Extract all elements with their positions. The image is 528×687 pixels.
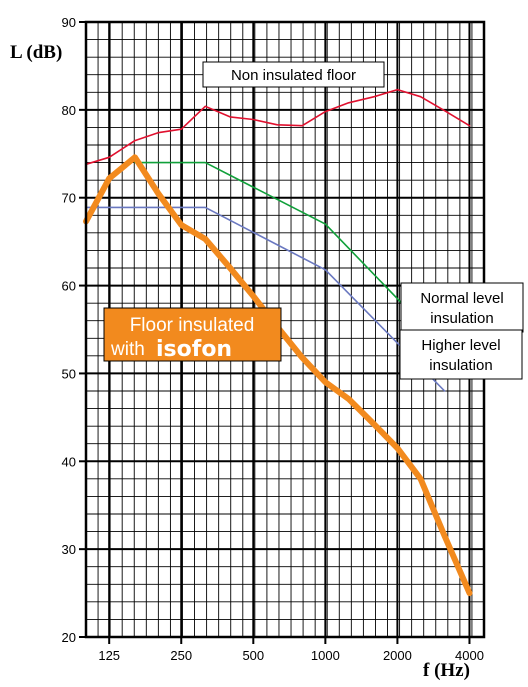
annotation-non-insulated: Non insulated floor	[202, 61, 385, 88]
y-tick-label: 90	[62, 15, 76, 30]
axis-ticks: 20 30 40 50 60 70 80 90 125 250 500 1000 2000 4000	[62, 15, 484, 663]
y-axis-label: L (dB)	[10, 42, 62, 63]
y-tick-label: 40	[62, 454, 76, 469]
annotation-isofon-line1: Floor insulated	[130, 315, 255, 336]
annotation-higher-level: Higher level insulation	[399, 329, 523, 380]
y-tick-label: 60	[62, 279, 76, 294]
x-tick-label: 4000	[455, 648, 484, 663]
annotation-non-insulated-text: Non insulated floor	[231, 67, 356, 84]
x-tick-label: 125	[98, 648, 120, 663]
y-tick-label: 50	[62, 366, 76, 381]
annotation-normal-level: Normal level insulation	[400, 282, 524, 333]
x-tick-label: 500	[242, 648, 264, 663]
annotation-isofon: Floor insulated with isofon	[103, 307, 282, 362]
x-tick-label: 250	[170, 648, 192, 663]
chart-grid	[86, 21, 484, 638]
annotation-higher-level-line2: insulation	[429, 357, 492, 374]
x-axis-label: f (Hz)	[423, 660, 470, 681]
y-tick-label: 70	[62, 191, 76, 206]
x-tick-label: 1000	[311, 648, 340, 663]
y-tick-label: 30	[62, 542, 76, 557]
series-line-2	[85, 206, 446, 392]
series-line-0	[85, 88, 471, 166]
annotation-normal-level-line1: Normal level	[420, 290, 503, 307]
x-tick-label: 2000	[383, 648, 412, 663]
isofon-brand: isofon	[156, 337, 232, 362]
y-tick-label: 80	[62, 103, 76, 118]
y-tick-label: 20	[62, 630, 76, 645]
annotation-higher-level-line1: Higher level	[421, 337, 500, 354]
annotation-normal-level-line2: insulation	[430, 310, 493, 327]
series-line-1	[134, 161, 471, 375]
annotation-isofon-line2: with	[110, 339, 145, 360]
